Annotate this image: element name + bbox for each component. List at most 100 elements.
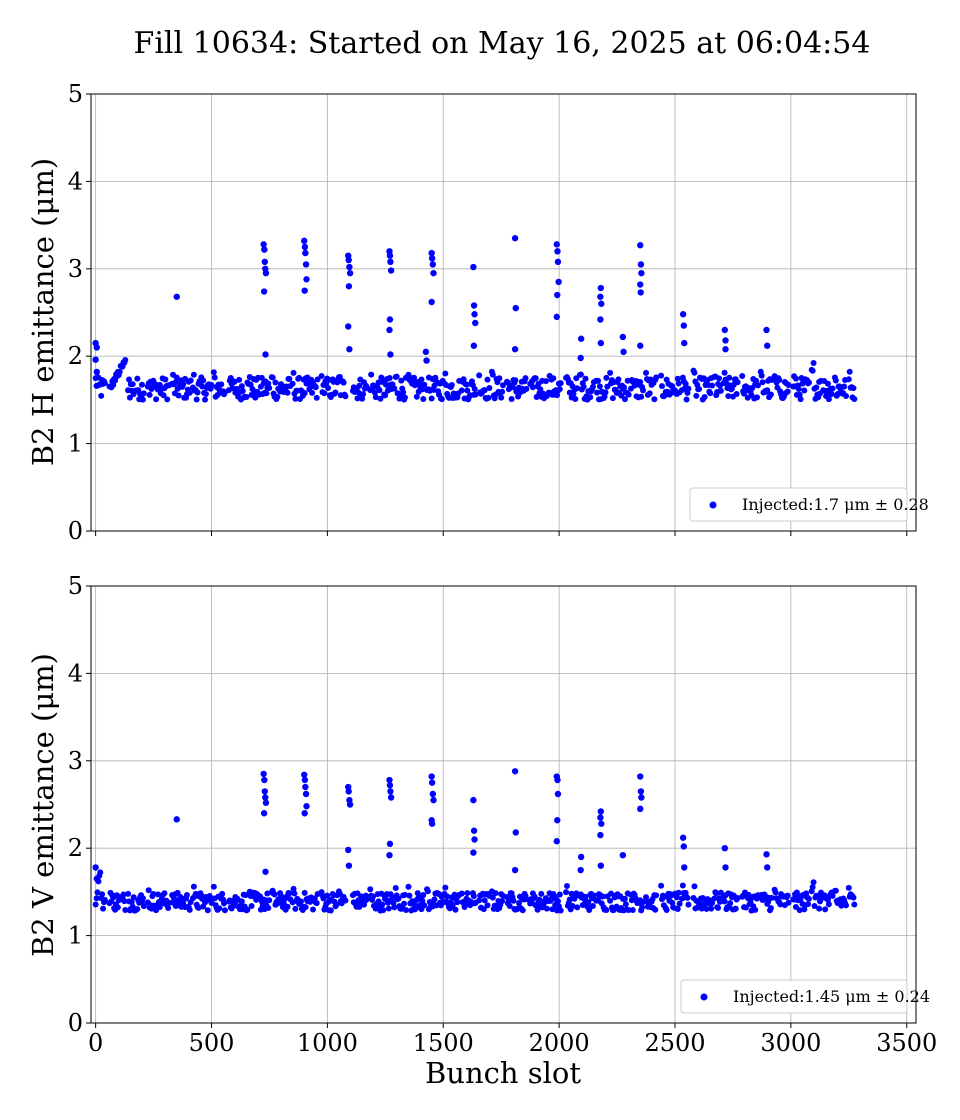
data-point — [696, 385, 703, 392]
data-point — [768, 894, 775, 901]
data-point-outlier — [428, 773, 435, 780]
y-tick-label: 3 — [68, 255, 83, 283]
data-point — [312, 384, 319, 391]
data-point — [709, 900, 716, 907]
data-point — [629, 907, 636, 914]
x-tick-label: 2500 — [644, 1029, 705, 1057]
data-point — [402, 906, 409, 913]
grid-lines — [91, 585, 916, 1024]
data-point-outlier — [597, 862, 605, 869]
data-point — [556, 891, 563, 898]
data-point-outlier — [637, 805, 644, 813]
data-point-outlier — [471, 311, 478, 318]
y-tick-label: 1 — [68, 922, 83, 950]
data-point-outlier — [345, 788, 352, 795]
data-point — [674, 375, 681, 382]
data-point — [333, 901, 340, 908]
data-point — [100, 905, 107, 912]
data-point-outlier — [346, 346, 353, 353]
data-point — [659, 383, 666, 390]
data-point — [122, 356, 129, 363]
data-point — [138, 381, 145, 388]
data-point — [846, 368, 853, 375]
data-point — [360, 391, 367, 398]
data-point — [371, 389, 378, 396]
data-point — [154, 891, 161, 898]
data-point — [829, 385, 836, 392]
data-point — [219, 890, 226, 897]
data-point — [850, 385, 857, 392]
data-point — [721, 369, 728, 376]
data-point — [537, 386, 544, 393]
data-point-outlier — [346, 269, 354, 277]
data-point — [385, 905, 392, 912]
data-point — [582, 375, 589, 382]
y-ticks: 0 1 2 3 4 5 — [68, 572, 91, 1037]
data-point — [512, 377, 519, 384]
data-point — [754, 394, 761, 401]
data-point-outlier — [301, 243, 309, 251]
data-point — [296, 374, 303, 381]
data-point-outlier — [722, 346, 729, 353]
data-point — [586, 906, 593, 913]
data-point — [139, 895, 146, 902]
data-point — [292, 395, 299, 402]
data-point — [269, 374, 276, 381]
data-point-outlier — [345, 323, 352, 330]
data-point — [92, 901, 99, 908]
data-point — [476, 897, 483, 904]
data-point — [510, 897, 517, 904]
data-point — [372, 394, 379, 401]
data-point-outlier — [261, 776, 268, 784]
data-point — [674, 906, 681, 913]
data-point — [454, 899, 461, 906]
data-point — [452, 906, 459, 913]
data-points — [92, 768, 858, 914]
data-point-outlier — [386, 316, 394, 323]
data-point-outlier — [620, 348, 627, 356]
data-point — [640, 387, 647, 394]
data-point — [691, 883, 698, 890]
data-point — [523, 896, 530, 903]
data-point — [713, 890, 720, 897]
data-point-outlier — [511, 768, 519, 775]
legend: Injected:1.7 μm ± 0.28 — [689, 487, 929, 522]
data-point — [828, 390, 835, 397]
data-point — [557, 380, 564, 387]
data-point — [272, 379, 279, 386]
data-point — [395, 895, 402, 902]
data-point — [265, 904, 272, 911]
data-point — [596, 383, 603, 390]
data-point — [637, 379, 644, 386]
data-point-outlier — [598, 820, 605, 827]
data-point — [128, 899, 135, 906]
data-point — [845, 376, 852, 383]
data-point — [244, 906, 251, 913]
data-point — [673, 894, 680, 901]
data-point — [175, 392, 182, 399]
data-point — [777, 901, 784, 908]
data-point — [829, 892, 836, 899]
data-point — [522, 375, 529, 382]
data-point-outlier — [721, 326, 729, 334]
data-point — [393, 373, 400, 380]
legend-marker — [700, 993, 708, 1001]
data-point-outlier — [428, 298, 435, 306]
data-point — [301, 889, 308, 896]
data-point-outlier — [262, 868, 269, 875]
data-point — [460, 376, 467, 383]
data-point — [120, 891, 127, 898]
data-point — [318, 373, 325, 380]
data-point — [400, 389, 407, 396]
data-point-outlier — [763, 326, 770, 334]
data-points — [92, 235, 858, 403]
data-point — [464, 890, 471, 897]
data-point — [675, 889, 682, 896]
data-point — [776, 376, 783, 383]
data-point — [550, 375, 557, 382]
data-point-outlier — [597, 814, 604, 821]
plot-frame — [90, 93, 917, 532]
data-point — [824, 380, 831, 387]
data-point — [653, 374, 660, 381]
data-point — [458, 890, 465, 897]
